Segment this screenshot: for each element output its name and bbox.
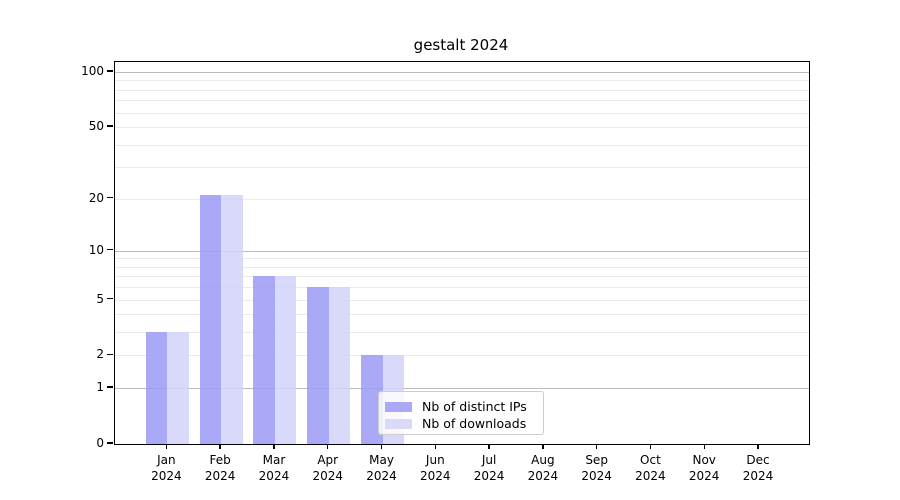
x-tick-mark-sep xyxy=(595,444,598,449)
y-tick-mark-5 xyxy=(107,297,113,300)
minor-gridline-70 xyxy=(115,100,809,102)
x-tick-mark-may xyxy=(380,444,383,449)
legend-item-distinct-ips: Nb of distinct IPs xyxy=(385,398,543,415)
minor-gridline-9 xyxy=(115,258,809,260)
x-tick-label-oct: Oct 2024 xyxy=(635,453,666,483)
minor-gridline-5 xyxy=(115,299,809,301)
x-tick-label-jul: Jul 2024 xyxy=(473,453,505,483)
legend: Nb of distinct IPs Nb of downloads xyxy=(378,391,544,435)
y-tick-mark-100 xyxy=(107,70,113,72)
y-tick-label-100: 100 xyxy=(81,64,104,78)
x-tick-mark-jul xyxy=(488,444,490,449)
minor-gridline-90 xyxy=(115,80,809,82)
y-tick-label-10: 10 xyxy=(88,242,104,257)
x-tick-label-nov: Nov 2024 xyxy=(688,453,720,483)
x-tick-label-may: May 2024 xyxy=(366,453,397,483)
major-gridline-1 xyxy=(115,388,809,390)
bar-jan-distinct-ips xyxy=(145,332,168,444)
y-tick-mark-1 xyxy=(107,386,113,388)
x-tick-label-jun: Jun 2024 xyxy=(420,453,451,483)
minor-gridline-2 xyxy=(115,355,809,357)
minor-gridline-4 xyxy=(115,314,809,316)
y-tick-mark-50 xyxy=(107,125,113,127)
minor-gridline-20 xyxy=(115,198,809,200)
y-tick-label-1: 1 xyxy=(96,380,104,395)
y-tick-label-2: 2 xyxy=(96,347,104,362)
legend-item-downloads: Nb of downloads xyxy=(385,415,543,432)
minor-gridline-40 xyxy=(115,144,809,146)
x-tick-mark-oct xyxy=(649,444,652,449)
legend-label-downloads: Nb of downloads xyxy=(422,416,527,431)
minor-gridline-30 xyxy=(115,167,809,169)
x-tick-mark-apr xyxy=(327,444,329,449)
minor-gridline-7 xyxy=(115,276,809,278)
x-tick-label-dec: Dec 2024 xyxy=(742,453,774,483)
minor-gridline-8 xyxy=(115,266,809,268)
chart-title: gestalt 2024 xyxy=(413,36,509,54)
y-tick-mark-2 xyxy=(107,353,113,356)
x-tick-mark-mar xyxy=(273,444,275,449)
x-tick-label-mar: Mar 2024 xyxy=(258,453,290,483)
major-gridline-10 xyxy=(115,250,809,252)
bar-feb-downloads xyxy=(221,194,243,444)
x-tick-mark-feb xyxy=(219,444,221,449)
y-tick-mark-10 xyxy=(107,249,113,251)
bar-feb-distinct-ips xyxy=(199,194,222,444)
minor-gridline-3 xyxy=(115,332,809,334)
x-tick-mark-jan xyxy=(165,444,168,449)
y-tick-label-50: 50 xyxy=(88,119,104,134)
x-tick-label-apr: Apr 2024 xyxy=(312,453,343,483)
bar-mar-downloads xyxy=(274,276,297,444)
y-tick-label-0: 0 xyxy=(96,436,104,450)
x-tick-label-aug: Aug 2024 xyxy=(527,453,559,483)
major-gridline-100 xyxy=(115,72,809,73)
plot-area xyxy=(114,61,810,445)
bar-may-distinct-ips xyxy=(361,355,383,444)
legend-label-distinct-ips: Nb of distinct IPs xyxy=(422,399,527,414)
x-tick-label-feb: Feb 2024 xyxy=(204,453,236,483)
x-tick-mark-dec xyxy=(757,444,759,449)
y-tick-label-5: 5 xyxy=(96,291,104,306)
bar-jan-downloads xyxy=(167,332,189,444)
x-tick-mark-jun xyxy=(434,444,436,449)
minor-gridline-6 xyxy=(115,287,809,289)
bar-apr-downloads xyxy=(328,287,351,444)
x-tick-label-sep: Sep 2024 xyxy=(581,453,612,483)
bar-apr-distinct-ips xyxy=(307,287,329,444)
minor-gridline-80 xyxy=(115,89,809,91)
legend-swatch-distinct-ips xyxy=(385,401,412,412)
legend-swatch-downloads xyxy=(385,418,412,429)
minor-gridline-60 xyxy=(115,112,809,114)
bar-mar-distinct-ips xyxy=(253,276,275,444)
y-tick-mark-0 xyxy=(107,442,113,444)
y-tick-label-20: 20 xyxy=(88,190,104,205)
minor-gridline-50 xyxy=(115,127,809,129)
x-tick-mark-nov xyxy=(703,444,705,449)
x-tick-mark-aug xyxy=(542,444,544,449)
x-tick-label-jan: Jan 2024 xyxy=(151,453,182,483)
y-tick-mark-20 xyxy=(107,196,113,199)
